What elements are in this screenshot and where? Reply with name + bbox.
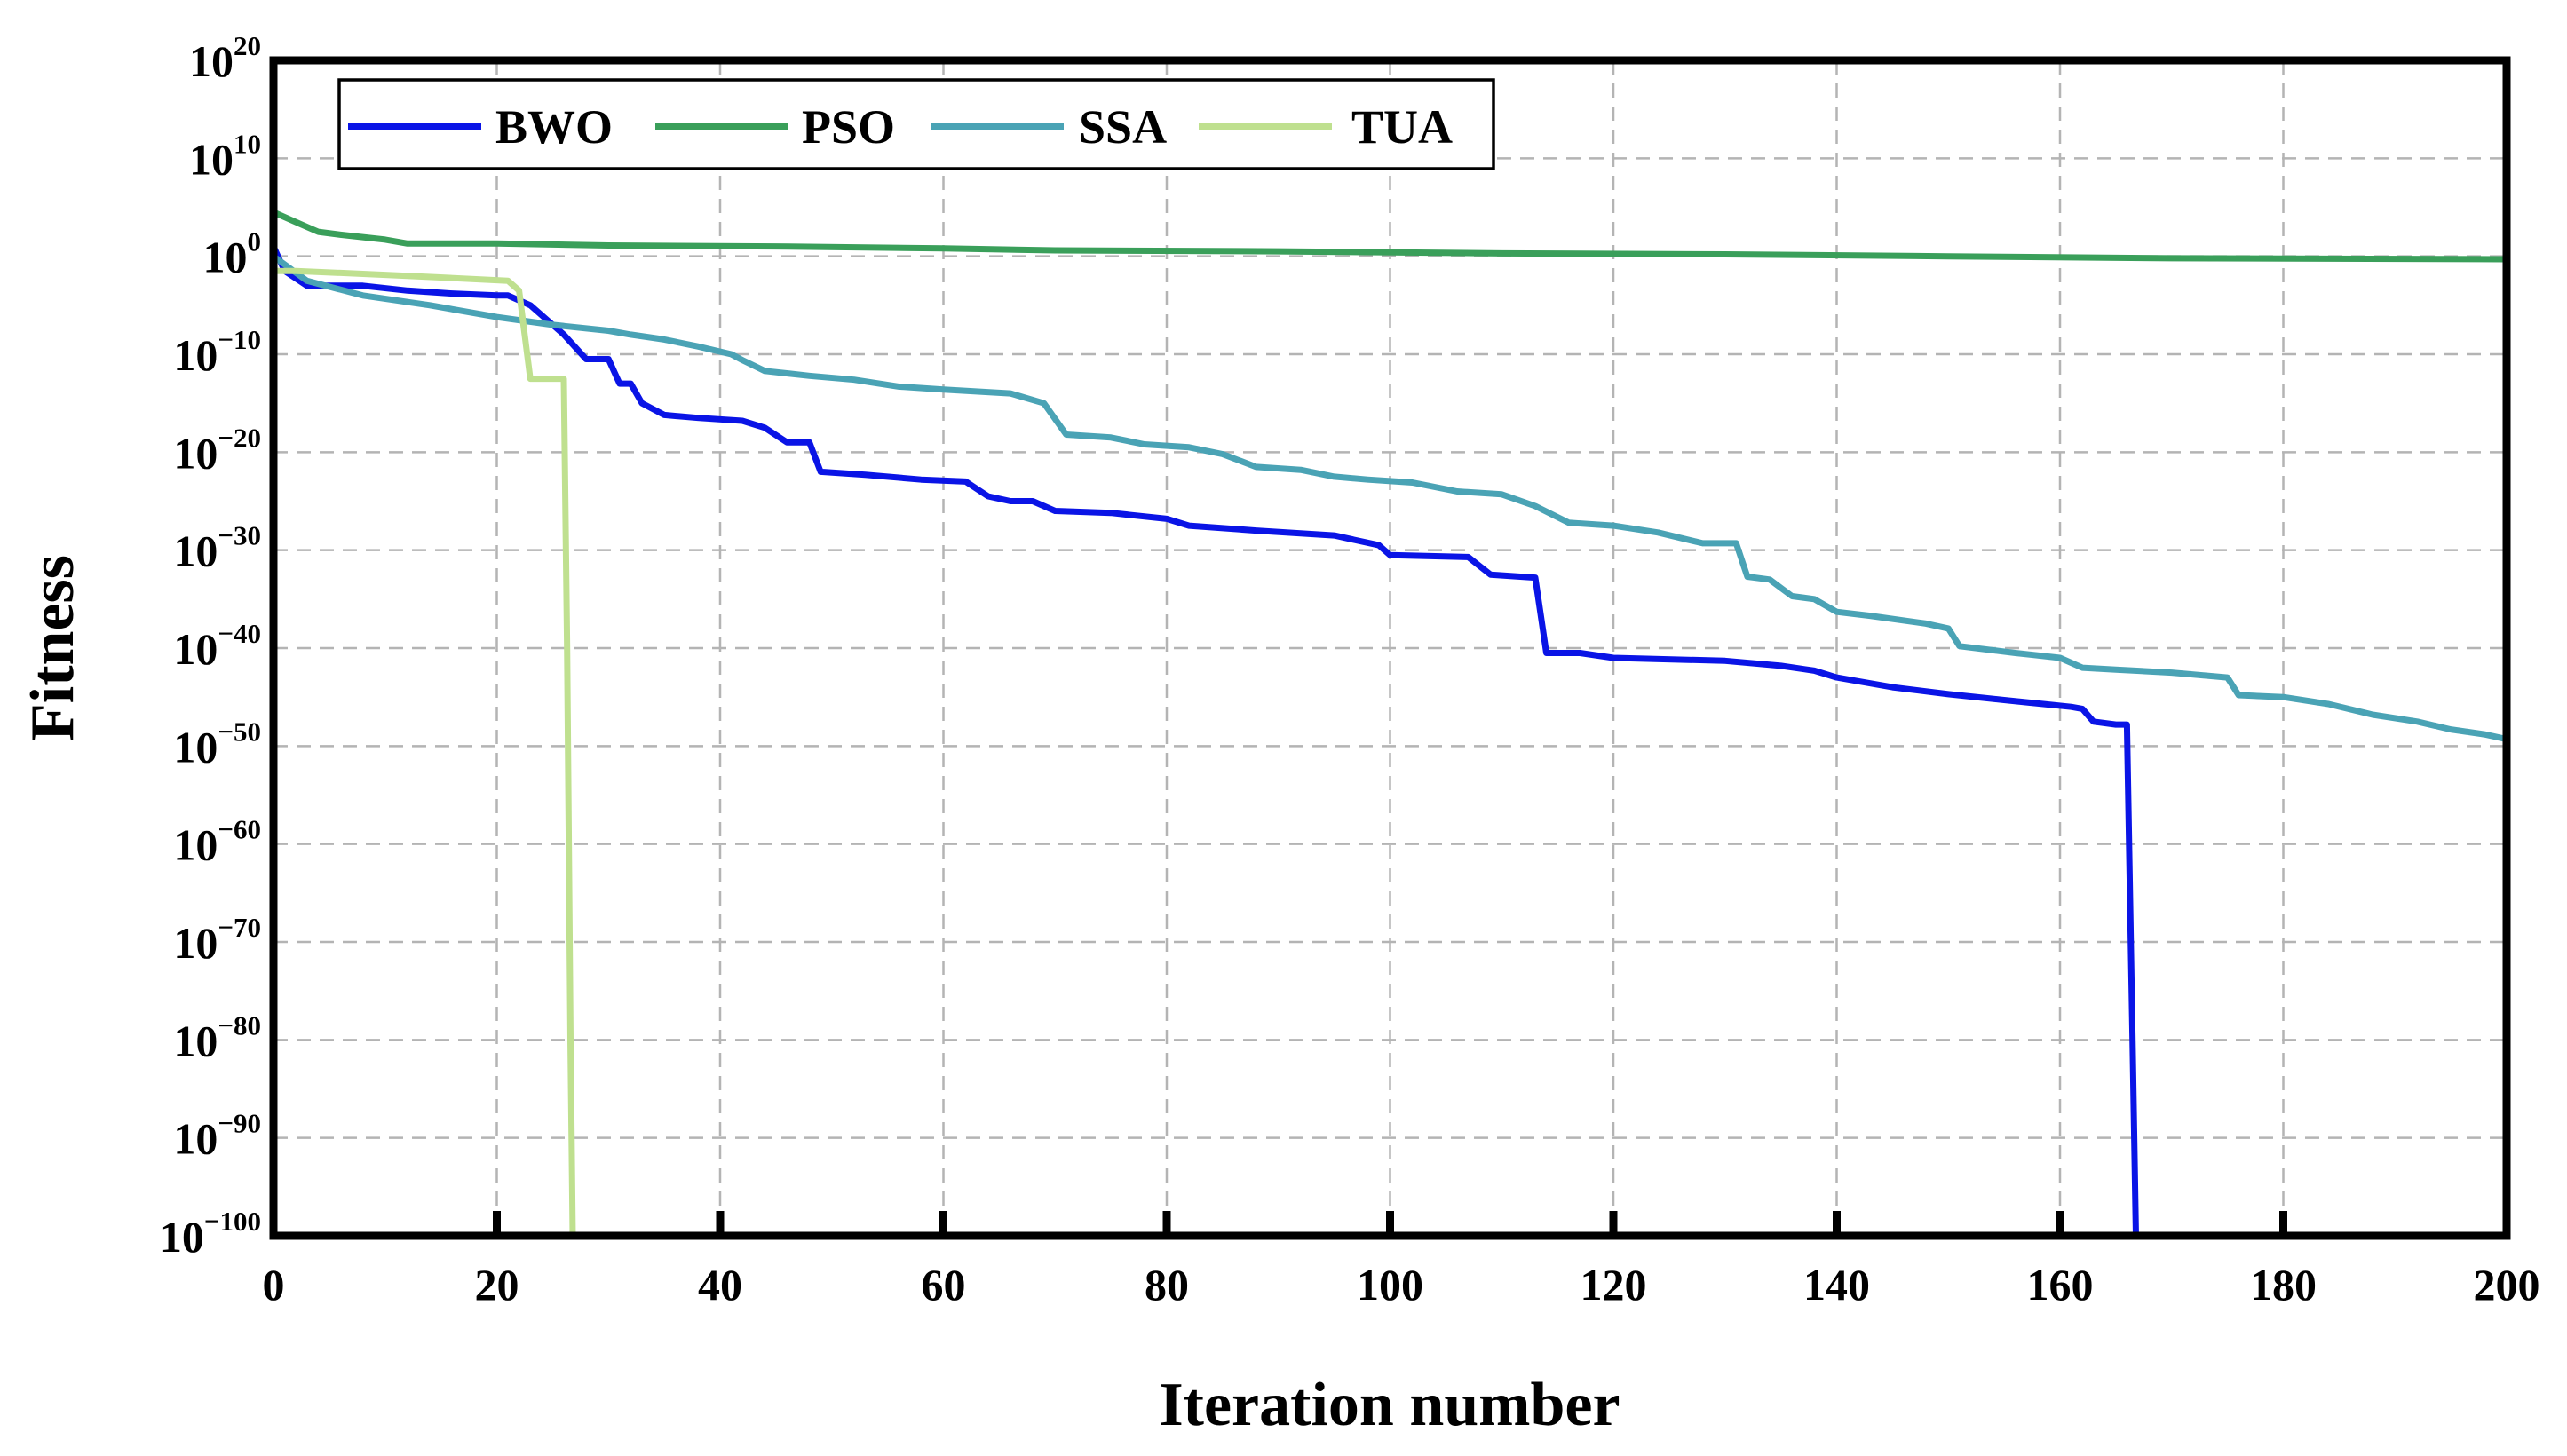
series-line-ssa [271,253,2508,743]
x-tick-label: 80 [1145,1260,1189,1310]
x-tick-labels: 0 20 40 60 80 100 120 140 160 180 200 [263,1260,2540,1310]
x-tick-label: 20 [475,1260,519,1310]
y-tick-label: 10−60 [173,814,261,870]
x-tick-label: 40 [698,1260,742,1310]
x-tick-label: 60 [922,1260,966,1310]
legend: BWO PSO SSA TUA [337,78,1495,170]
x-tick-label: 200 [2474,1260,2540,1310]
x-tick-label: 180 [2250,1260,2317,1310]
x-tick-label: 160 [2027,1260,2094,1310]
series-line-bwo [270,245,2139,1237]
series-lines [270,209,2508,1237]
y-tick-label: 10−10 [173,324,261,380]
x-tick-label: 140 [1803,1260,1870,1310]
y-tick-label: 10−50 [173,716,261,772]
x-axis-title: Iteration number [1159,1371,1620,1439]
legend-label-tua: TUA [1351,100,1453,154]
y-tick-labels: 1020 1010 100 10−10 10−20 10−30 10−40 10−50 10−6… [160,30,261,1262]
y-tick-label: 10−30 [173,520,261,576]
series-line-pso [272,209,2508,263]
x-tick-label: 120 [1581,1260,1647,1310]
y-tick-label: 1020 [189,30,261,86]
y-tick-label: 10−70 [173,912,261,968]
y-axis-title: Fitness [19,555,87,741]
y-tick-label: 10−20 [173,422,261,478]
y-tick-label: 10−100 [160,1206,261,1262]
y-tick-label: 10−40 [173,618,261,674]
plot-frame [269,56,2511,1240]
series-line-tua [273,267,576,1237]
y-tick-label: 10−90 [173,1108,261,1164]
legend-label-bwo: BWO [495,100,613,154]
y-tick-label: 1010 [189,128,261,184]
x-tick-label: 0 [263,1260,285,1310]
y-tick-label: 100 [203,226,262,282]
x-tick-label: 100 [1357,1260,1423,1310]
y-tick-label: 10−80 [173,1009,261,1065]
legend-label-ssa: SSA [1079,100,1167,154]
legend-label-pso: PSO [802,100,895,154]
